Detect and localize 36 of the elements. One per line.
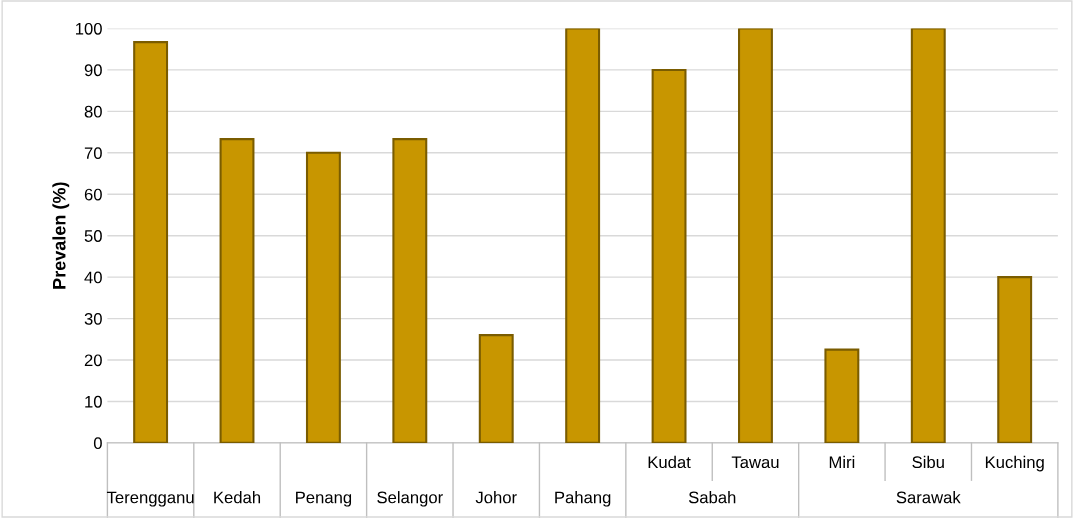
text: Sarawak: [896, 491, 961, 504]
y-tick-label: 80: [84, 105, 102, 118]
bar: [478, 334, 514, 443]
bar: [133, 41, 169, 443]
x-tick-label: Selangor: [377, 491, 443, 507]
y-tick-label: 100: [76, 22, 102, 35]
x-tick-label: Kedah: [214, 491, 261, 504]
y-tick-label: 30: [84, 312, 102, 325]
y-tick-label: 0: [93, 437, 102, 450]
bar: [305, 151, 341, 443]
text: Sabah: [688, 491, 736, 504]
x-tick-label: Miri: [829, 455, 855, 468]
x-tick-label: Johor: [475, 491, 517, 504]
bar: [824, 348, 860, 443]
bar: [392, 138, 428, 443]
x-tick-label: Penang: [296, 491, 352, 507]
y-tick-label: 70: [84, 147, 102, 160]
x-tick-label: Terengganu: [106, 491, 194, 507]
y-tick-label: 40: [84, 271, 102, 284]
y-tick-label: 20: [84, 354, 102, 367]
bar: [565, 28, 601, 443]
x-tick-label: Kudat: [648, 455, 691, 469]
bar: [738, 28, 773, 443]
x-tick-label: Sibu: [912, 455, 944, 469]
y-tick-label: 60: [84, 188, 102, 201]
y-tick-label: 90: [84, 64, 102, 77]
x-tick-label: Tawau: [731, 456, 779, 469]
x-tick-label: Kuching: [985, 455, 1044, 472]
bar: [651, 68, 687, 443]
bar: [219, 138, 255, 443]
y-tick-label: 10: [85, 395, 102, 408]
bar: [997, 276, 1033, 443]
x-tick-label: Pahang: [555, 491, 611, 507]
y-tick-label: 50: [84, 230, 102, 242]
bar: [910, 28, 946, 443]
y-axis-title: Prevalen (%): [52, 182, 70, 289]
